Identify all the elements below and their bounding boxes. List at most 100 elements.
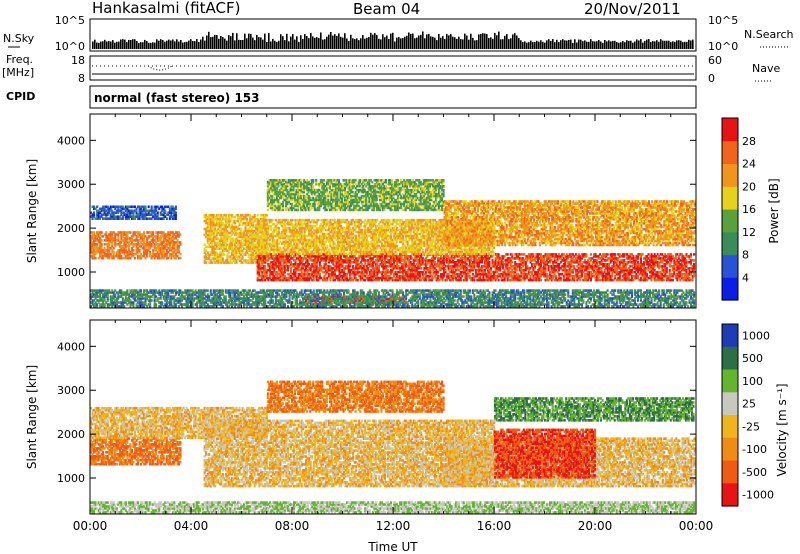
nsky-bar	[384, 37, 386, 49]
nsky-bar	[446, 34, 448, 49]
echo-cell	[148, 206, 150, 209]
nsky-bar	[548, 39, 550, 49]
nsky-bar	[248, 34, 250, 49]
nsky-bar	[404, 37, 406, 49]
nsky-bar	[316, 37, 318, 49]
echo-cell	[445, 269, 447, 272]
nsky-bar	[576, 43, 578, 50]
nsearch-label: N.Search	[744, 28, 794, 41]
nsky-bar	[466, 36, 468, 49]
nsky-bar	[596, 41, 598, 49]
echo-cell	[573, 265, 575, 268]
nsky-bar	[286, 34, 288, 49]
nsky-bar	[154, 43, 156, 49]
echo-cell	[179, 257, 181, 260]
nsky-bar	[600, 42, 602, 50]
nsky-bar	[206, 36, 208, 50]
nsky-bar	[692, 40, 694, 49]
nsky-bar	[306, 36, 308, 49]
cpid-label: CPID	[6, 90, 35, 103]
nsky-bar	[480, 34, 482, 49]
echo-cell	[145, 206, 147, 209]
nsky-bar	[158, 41, 160, 49]
nsky-bar	[98, 43, 100, 49]
echo-cell	[157, 211, 159, 214]
nsky-bar	[564, 40, 566, 49]
nsky-bar	[110, 42, 112, 49]
nsky-bar	[126, 42, 128, 49]
echo-cell	[152, 231, 154, 234]
echo-cell	[93, 231, 95, 234]
nsky-bar	[250, 34, 252, 49]
nsky-bar	[208, 32, 210, 49]
nsky-tick-top-right: 10^5	[708, 14, 738, 27]
nsky-bar	[454, 37, 456, 49]
nsky-bar	[328, 35, 330, 49]
echo-cell	[511, 253, 513, 256]
nsky-bar	[162, 40, 164, 49]
nsky-bar	[434, 38, 436, 49]
echo-cell	[319, 273, 321, 276]
nsky-bar	[436, 40, 438, 49]
echo-cell	[105, 231, 107, 234]
echo-cell	[488, 261, 490, 264]
nsky-bar	[620, 42, 622, 49]
nsky-bar	[182, 43, 184, 49]
nsky-bar	[140, 42, 142, 49]
nsky-bar	[524, 41, 526, 49]
nsky-bar	[460, 39, 462, 49]
nsky-bar	[606, 41, 608, 49]
nsky-bar	[488, 38, 490, 49]
echo-cell	[663, 279, 665, 282]
nsky-bar	[170, 41, 172, 50]
nsky-bar	[574, 39, 576, 49]
echo-cell	[129, 231, 131, 234]
echo-cell	[585, 253, 587, 256]
nsky-bar	[680, 41, 682, 49]
nsky-bar	[588, 42, 590, 49]
nsky-bar	[630, 41, 632, 49]
echo-cell	[614, 253, 616, 256]
nsky-bar	[476, 40, 478, 49]
nsky-bar	[100, 42, 102, 49]
nsky-bar	[212, 37, 214, 49]
nsky-bar	[258, 37, 260, 49]
nsky-bar	[174, 41, 176, 49]
nsky-bar	[300, 35, 302, 49]
nsky-bar	[568, 40, 570, 49]
nsky-bar	[274, 41, 276, 49]
nsky-bar	[494, 33, 496, 49]
nsky-bar	[408, 33, 410, 50]
echo-cell	[420, 267, 422, 270]
nsky-bar	[510, 38, 512, 49]
nsky-bar	[344, 33, 346, 49]
nsky-bar	[690, 41, 692, 50]
nsky-bar	[590, 39, 592, 49]
echo-cell	[175, 206, 177, 209]
nsky-bar	[144, 40, 146, 49]
nsky-bar	[514, 33, 516, 49]
nsky-bar	[260, 37, 262, 49]
nsky-bar	[186, 42, 188, 49]
nsky-bar	[534, 42, 536, 49]
freq-tick-bottom: 8	[78, 72, 85, 85]
nsky-bar	[492, 39, 494, 49]
nsky-bar	[520, 40, 522, 49]
echo-cell	[492, 255, 494, 258]
nsky-bar	[216, 35, 218, 49]
nsky-bar	[148, 43, 150, 49]
nsky-bar	[364, 39, 366, 49]
nsky-bar	[678, 40, 680, 49]
nsky-bar	[322, 40, 324, 49]
echo-cell	[149, 251, 151, 254]
echo-cell	[642, 253, 644, 256]
nsky-bar	[396, 38, 398, 49]
nsky-bar	[654, 41, 656, 49]
echo-cell	[113, 251, 115, 254]
nsky-bar	[256, 35, 258, 49]
nsky-bar	[636, 40, 638, 50]
nsky-bar	[128, 40, 130, 49]
echo-cell	[101, 243, 103, 246]
freq-frame	[90, 56, 696, 80]
echo-cell	[607, 253, 609, 256]
